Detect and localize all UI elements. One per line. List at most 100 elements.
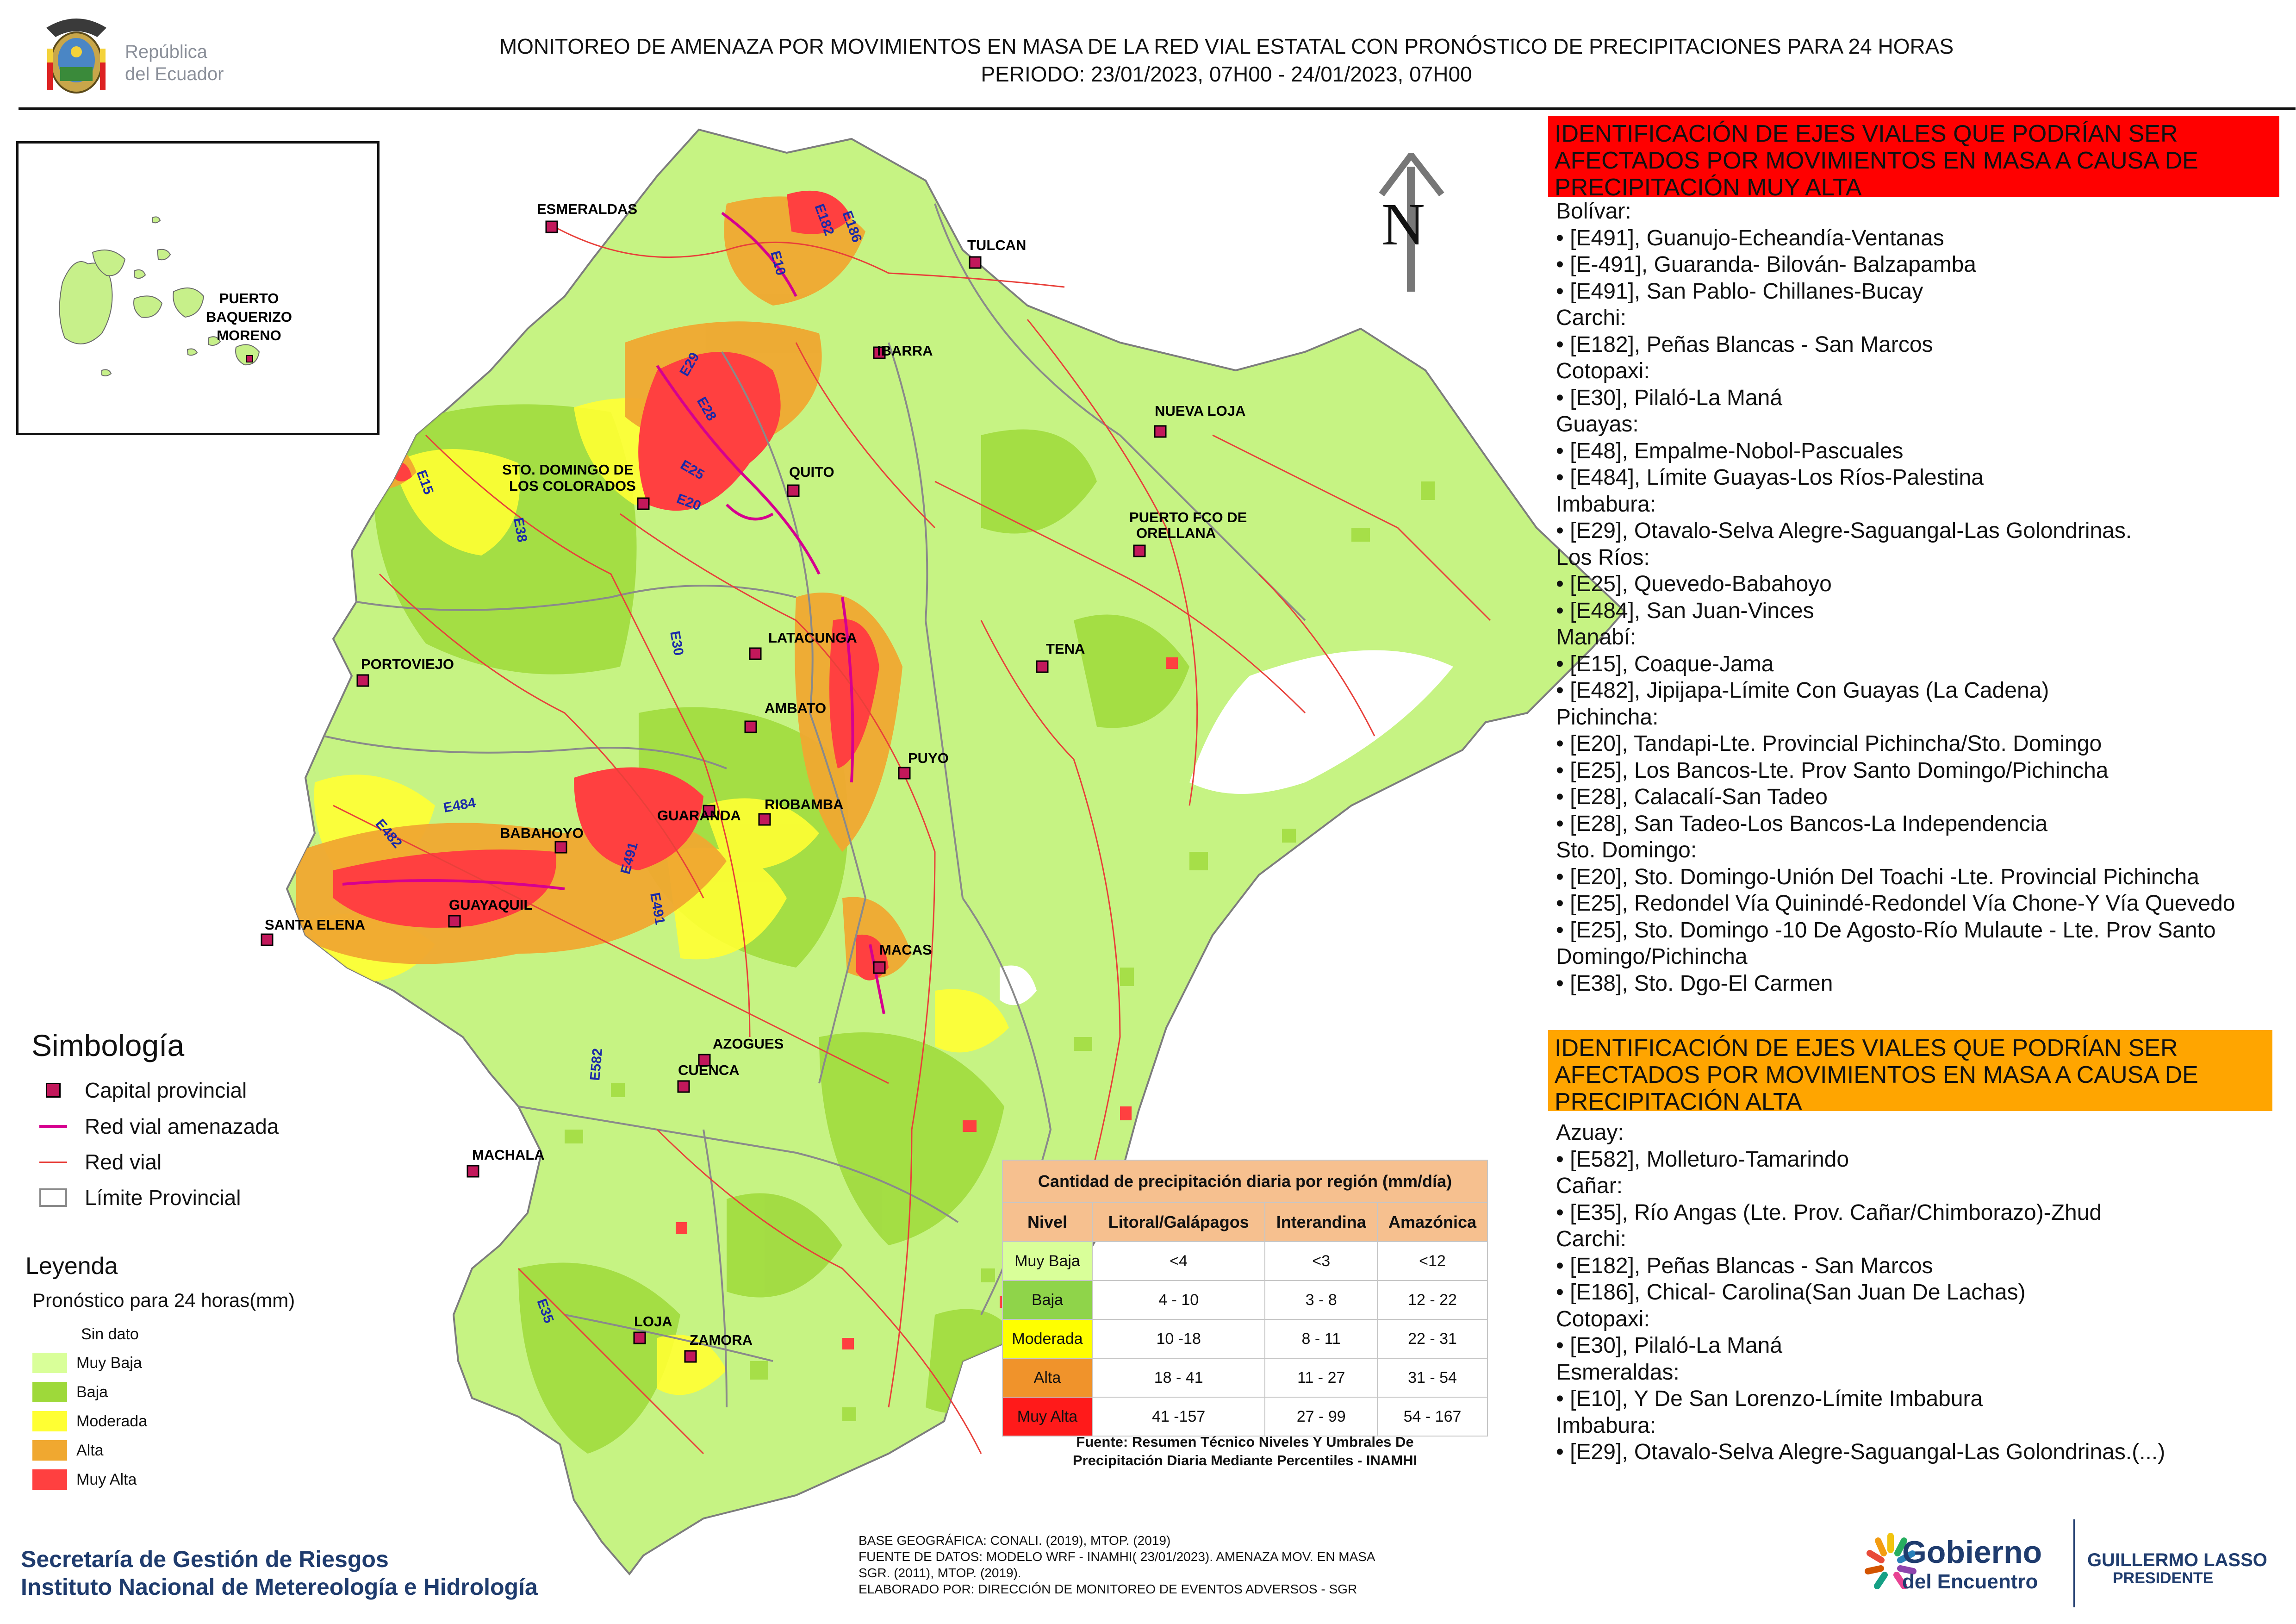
city-label-latacunga: LATACUNGA <box>768 630 857 646</box>
city-label-puyo: PUYO <box>908 750 949 766</box>
legend-label: Baja <box>76 1383 108 1401</box>
legend-label: Sin dato <box>81 1325 139 1343</box>
logo-text-line1: República <box>125 42 207 62</box>
gobierno-subword: del Encuentro <box>1902 1570 2038 1593</box>
city-label-macas: MACAS <box>879 942 932 958</box>
institution-sgr: Secretaría de Gestión de Riesgos <box>21 1546 389 1572</box>
capital-marker-icon <box>39 1081 67 1099</box>
city-label-babahoyo: BABAHOYO <box>500 825 584 841</box>
list-item: Sto. Domingo: <box>1556 838 1697 862</box>
credit-line: SGR. (2011), MTOP. (2019). <box>859 1566 1021 1580</box>
list-item: • [E10], Y De San Lorenzo-Límite Imbabur… <box>1556 1387 1983 1411</box>
legend-swatch <box>32 1411 67 1431</box>
list-item: • [E15], Coaque-Jama <box>1556 651 1774 676</box>
source-line2: Precipitación Diaria Mediante Percentile… <box>1072 1452 1418 1468</box>
city-label-guaranda: GUARANDA <box>657 807 741 824</box>
symbology-item-road: Red vial <box>39 1148 162 1176</box>
list-item: • [E20], Sto. Domingo-Unión Del Toachi -… <box>1556 864 2199 889</box>
list-item: • [E30], Pilaló-La Maná <box>1556 1333 1783 1358</box>
legend-item-high: Alta <box>32 1440 104 1461</box>
list-item: • [E20], Tandapi-Lte. Provincial Pichinc… <box>1556 731 2102 756</box>
table-cell: 12 - 22 <box>1377 1280 1488 1320</box>
city-label: PUERTO <box>219 290 279 306</box>
list-item: • [E29], Otavalo-Selva Alegre-Saguangal-… <box>1556 518 2132 543</box>
legend-item-very-low: Muy Baja <box>32 1353 142 1373</box>
galapagos-islands <box>59 216 260 376</box>
list-item: Imbabura: <box>1556 492 1656 517</box>
north-arrow-icon <box>1379 153 1444 292</box>
city-label-orellana-2: ORELLANA <box>1136 525 1216 541</box>
table-cell: <3 <box>1264 1241 1378 1281</box>
list-item: Esmeraldas: <box>1556 1360 1680 1385</box>
city-label-ambato: AMBATO <box>765 700 826 716</box>
list-item: Cañar: <box>1556 1174 1623 1198</box>
list-item: Bolívar: <box>1556 199 1631 224</box>
legend-item-very-high: Muy Alta <box>32 1469 137 1490</box>
list-item: • [E582], Molleturo-Tamarindo <box>1556 1147 1849 1172</box>
logo-text-line2: del Ecuador <box>125 64 224 84</box>
galapagos-inset-map: PUERTO BAQUERIZO MORENO <box>16 141 380 435</box>
column-header: Litoral/Galápagos <box>1091 1202 1266 1242</box>
list-item: Domingo/Pichincha <box>1556 944 1748 969</box>
list-item: • [E491], San Pablo- Chillanes-Bucay <box>1556 279 1923 304</box>
legend-title: Leyenda <box>25 1253 118 1280</box>
column-header: Nivel <box>1002 1202 1093 1242</box>
symbology-item-threatened-road: Red vial amenazada <box>39 1112 279 1140</box>
list-item: • [E182], Peñas Blancas - San Marcos <box>1556 1253 1933 1278</box>
map-credits: BASE GEOGRÁFICA: CONALI. (2019), MTOP. (… <box>859 1532 1375 1597</box>
gobierno-word: Gobierno <box>1902 1535 2042 1570</box>
table-row: Baja 4 - 10 3 - 8 12 - 22 <box>1002 1280 1488 1320</box>
city-label-sto-domingo-2: LOS COLORADOS <box>509 478 636 494</box>
high-threat-list: Azuay: • [E582], Molleturo-Tamarindo Cañ… <box>1556 1119 2165 1466</box>
table-row: Moderada 10 -18 8 - 11 22 - 31 <box>1002 1319 1488 1359</box>
province-boundary-icon <box>39 1188 67 1207</box>
table-cell: 8 - 11 <box>1264 1319 1378 1359</box>
city-label: BAQUERIZO <box>206 309 292 325</box>
symbology-label: Red vial <box>85 1150 162 1174</box>
city-label-quito: QUITO <box>789 464 834 480</box>
provincial-capitals <box>261 220 1167 1363</box>
list-item: Cotopaxi: <box>1556 359 1650 383</box>
gobierno-sunburst-icon <box>1865 1533 1916 1589</box>
table-cell: 27 - 99 <box>1264 1397 1378 1437</box>
source-line1: Fuente: Resumen Técnico Niveles Y Umbral… <box>1076 1434 1414 1450</box>
city-label-loja: LOJA <box>634 1313 672 1330</box>
legend-label: Alta <box>76 1441 104 1459</box>
table-row: Alta 18 - 41 11 - 27 31 - 54 <box>1002 1358 1488 1398</box>
page-title: MONITOREO DE AMENAZA POR MOVIMIENTOS EN … <box>324 32 2129 88</box>
title-line1: MONITOREO DE AMENAZA POR MOVIMIENTOS EN … <box>499 34 1954 58</box>
ecuador-map: ESMERALDAS TULCAN IBARRA NUEVA LOJA STO.… <box>261 128 1626 1576</box>
institutions: Secretaría de Gestión de Riesgos Institu… <box>21 1545 538 1601</box>
level-cell: Moderada <box>1002 1319 1093 1359</box>
city-label-portoviejo: PORTOVIEJO <box>361 656 454 672</box>
list-item: • [E484], Límite Guayas-Los Ríos-Palesti… <box>1556 465 1984 490</box>
high-threat-heading: IDENTIFICACIÓN DE EJES VIALES QUE PODRÍA… <box>1548 1030 2272 1115</box>
list-item: Carchi: <box>1556 1227 1627 1251</box>
table-cell: <4 <box>1091 1241 1266 1281</box>
table-row: Muy Alta 41 -157 27 - 99 54 - 167 <box>1002 1397 1488 1437</box>
table-cell: 41 -157 <box>1091 1397 1266 1437</box>
coat-of-arms-icon <box>46 19 106 94</box>
city-labels: ESMERALDAS TULCAN IBARRA NUEVA LOJA STO.… <box>265 201 1247 1348</box>
list-item: • [E30], Pilaló-La Maná <box>1556 385 1783 410</box>
city-label-nueva-loja: NUEVA LOJA <box>1155 403 1245 419</box>
road-label-e582: E582 <box>587 1048 605 1081</box>
table-cell: 31 - 54 <box>1377 1358 1488 1398</box>
table-cell: <12 <box>1377 1241 1488 1281</box>
list-item: Pichincha: <box>1556 705 1659 730</box>
republica-ecuador-logo: República del Ecuador <box>32 9 245 102</box>
list-item: • [E491], Guanujo-Echeandía-Ventanas <box>1556 225 1944 250</box>
legend-item-low: Baja <box>32 1382 108 1402</box>
logo-divider <box>2073 1519 2075 1607</box>
legend-swatch <box>32 1440 67 1461</box>
level-cell: Baja <box>1002 1280 1093 1320</box>
very-high-threat-list: Bolívar: • [E491], Guanujo-Echeandía-Ven… <box>1556 198 2235 997</box>
legend-swatch <box>32 1324 67 1344</box>
list-item: Los Ríos: <box>1556 545 1650 570</box>
north-letter: N <box>1381 191 1425 258</box>
header-divider <box>19 107 2296 110</box>
symbology-label: Red vial amenazada <box>85 1114 279 1138</box>
city-label-esmeraldas: ESMERALDAS <box>537 201 637 217</box>
legend-label: Moderada <box>76 1412 148 1430</box>
symbology-label: Límite Provincial <box>85 1186 241 1210</box>
